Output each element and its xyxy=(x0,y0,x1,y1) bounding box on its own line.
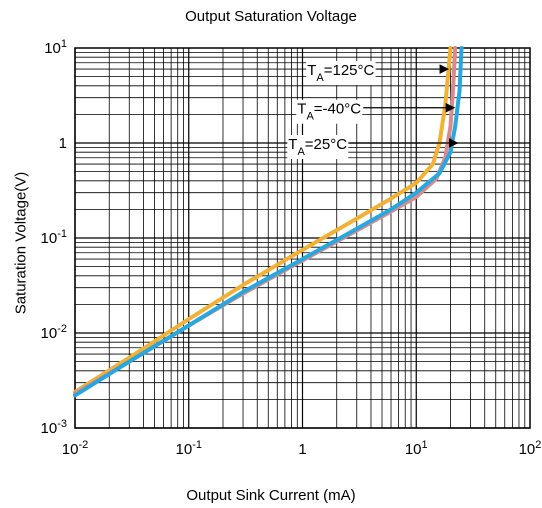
y-tick-labels: 10-3 10-2 10-1 1 101 xyxy=(41,38,67,437)
x-tick-label: 102 xyxy=(519,439,542,458)
plot-frame xyxy=(74,47,531,429)
x-tick-label: 10-2 xyxy=(62,439,88,458)
annotation-label: TA=125°C xyxy=(307,62,374,84)
annotations: TA=125°C TA=-40°C TA=25°C xyxy=(287,61,459,159)
y-tick-label: 1 xyxy=(59,135,67,152)
series-line xyxy=(73,46,458,396)
series-line xyxy=(73,46,453,394)
y-tick-label: 10-1 xyxy=(41,228,67,247)
chart-title: Output Saturation Voltage xyxy=(185,8,357,25)
x-axis-label: Output Sink Current (mA) xyxy=(186,487,356,504)
x-tick-label: 101 xyxy=(405,439,428,458)
series-line xyxy=(73,46,464,398)
y-tick-label: 101 xyxy=(44,38,67,57)
annotation-label: TA=-40°C xyxy=(297,101,361,123)
y-tick-label: 10-2 xyxy=(41,323,67,342)
annotation-background xyxy=(306,61,376,86)
y-tick-label: 10-3 xyxy=(41,418,67,437)
series-layer xyxy=(73,46,464,398)
annotation-label: TA=25°C xyxy=(288,136,347,158)
x-tick-labels: 10-2 10-1 1 101 102 xyxy=(62,439,542,458)
annotation-background xyxy=(296,99,363,124)
annotation-background xyxy=(287,135,349,159)
x-tick-label: 10-1 xyxy=(176,439,202,458)
x-tick-label: 1 xyxy=(298,441,306,458)
